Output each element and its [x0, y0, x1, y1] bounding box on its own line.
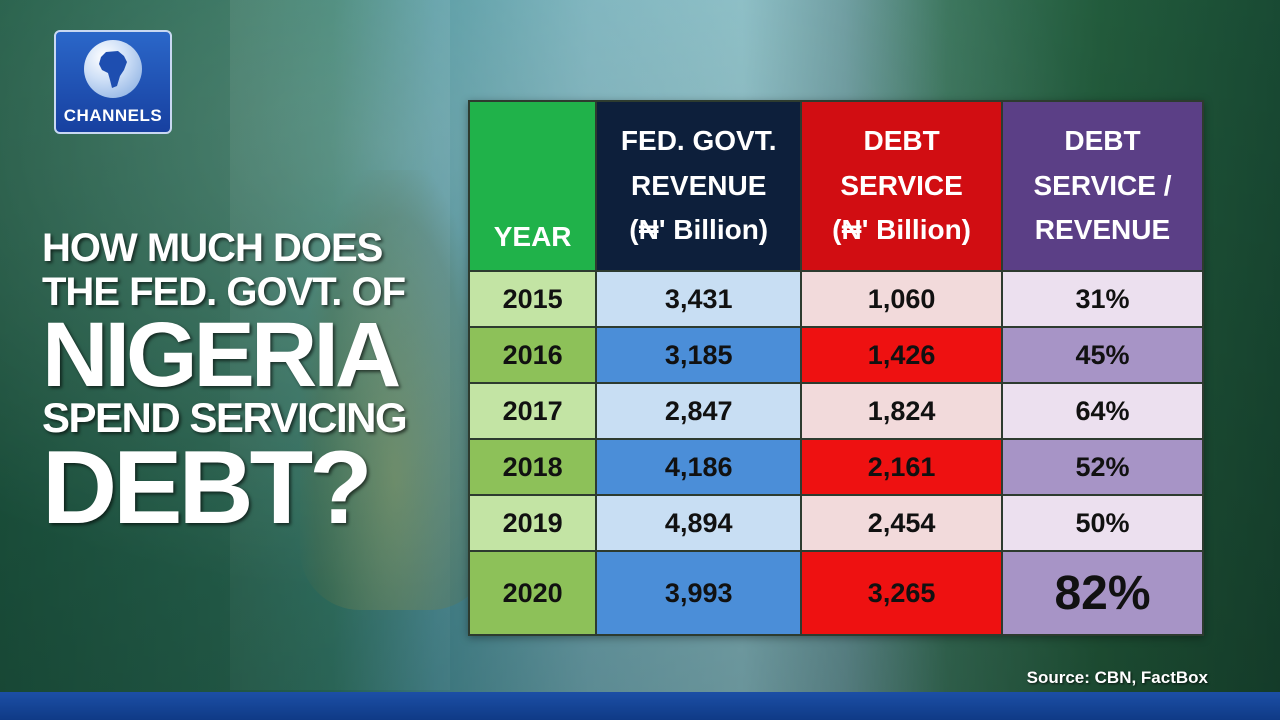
- table-header-row: YEAR FED. GOVT. REVENUE (₦' Billion) DEB…: [467, 100, 1205, 272]
- cell-ratio: 45%: [1000, 326, 1205, 384]
- headline: HOW MUCH DOES THE FED. GOVT. OF NIGERIA …: [42, 226, 472, 547]
- table-row: 2016 3,185 1,426 45%: [467, 326, 1205, 384]
- table-row: 2019 4,894 2,454 50%: [467, 494, 1205, 552]
- cell-year: 2018: [467, 438, 598, 496]
- source-caption: Source: CBN, FactBox: [1026, 668, 1208, 687]
- header-ratio: DEBT SERVICE / REVENUE: [1000, 100, 1205, 272]
- headline-line-4: SPEND SERVICING: [42, 394, 408, 442]
- table-row: 2020 3,993 3,265 82%: [467, 550, 1205, 636]
- header-debt-line-2: SERVICE: [840, 169, 963, 201]
- africa-globe-icon: [84, 40, 142, 98]
- coat-of-arms-emblem: [300, 170, 490, 610]
- header-year: YEAR: [467, 100, 598, 272]
- cell-ratio: 64%: [1000, 382, 1205, 440]
- table-row: 2015 3,431 1,060 31%: [467, 270, 1205, 328]
- headline-line-5: DEBT?: [42, 430, 373, 547]
- cell-ratio: 50%: [1000, 494, 1205, 552]
- channels-logo: CHANNELS: [54, 30, 172, 134]
- header-debt-line-1: DEBT: [863, 124, 940, 156]
- cell-debt-service: 2,161: [800, 438, 1003, 496]
- cell-revenue: 3,185: [595, 326, 803, 384]
- cell-year: 2015: [467, 270, 598, 328]
- header-ratio-line-1: DEBT: [1064, 124, 1141, 156]
- header-revenue-line-2: REVENUE: [631, 169, 767, 201]
- cell-year: 2019: [467, 494, 598, 552]
- cell-ratio: 82%: [1000, 550, 1205, 636]
- header-debt-service: DEBT SERVICE (₦' Billion): [800, 100, 1003, 272]
- cell-revenue: 3,993: [595, 550, 803, 636]
- headline-line-1: HOW MUCH DOES: [42, 226, 383, 270]
- header-year-label: YEAR: [493, 221, 572, 253]
- cell-revenue: 4,894: [595, 494, 803, 552]
- cell-year: 2020: [467, 550, 598, 636]
- cell-ratio: 31%: [1000, 270, 1205, 328]
- table-row: 2017 2,847 1,824 64%: [467, 382, 1205, 440]
- headline-line-3: NIGERIA: [42, 304, 401, 406]
- header-revenue-line-1: FED. GOVT.: [620, 124, 777, 156]
- cell-revenue: 2,847: [595, 382, 803, 440]
- header-revenue: FED. GOVT. REVENUE (₦' Billion): [595, 100, 803, 272]
- debt-service-table: YEAR FED. GOVT. REVENUE (₦' Billion) DEB…: [467, 100, 1205, 636]
- cell-debt-service: 3,265: [800, 550, 1003, 636]
- headline-line-2: THE FED. GOVT. OF: [42, 270, 406, 314]
- cell-debt-service: 1,426: [800, 326, 1003, 384]
- cell-revenue: 4,186: [595, 438, 803, 496]
- header-debt-line-3: (₦' Billion): [832, 214, 972, 246]
- cell-year: 2016: [467, 326, 598, 384]
- logo-text: CHANNELS: [63, 106, 163, 125]
- cell-debt-service: 2,454: [800, 494, 1003, 552]
- cell-debt-service: 1,060: [800, 270, 1003, 328]
- cell-revenue: 3,431: [595, 270, 803, 328]
- table-row: 2018 4,186 2,161 52%: [467, 438, 1205, 496]
- cell-debt-service: 1,824: [800, 382, 1003, 440]
- cell-year: 2017: [467, 382, 598, 440]
- header-ratio-line-3: REVENUE: [1034, 214, 1171, 246]
- header-revenue-line-3: (₦' Billion): [629, 214, 769, 246]
- cell-ratio: 52%: [1000, 438, 1205, 496]
- header-ratio-line-2: SERVICE /: [1033, 169, 1172, 201]
- bottom-ticker-bar: [0, 692, 1280, 720]
